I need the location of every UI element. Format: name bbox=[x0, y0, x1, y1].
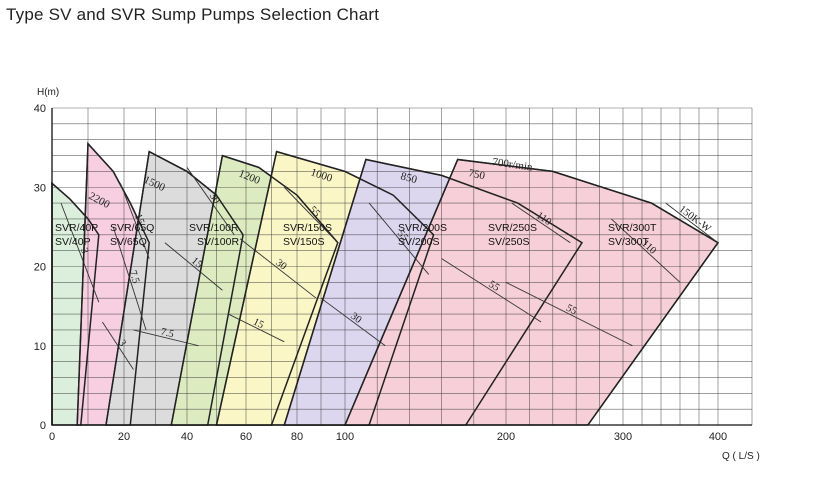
x-tick-label: 0 bbox=[49, 431, 55, 443]
iso-power-line bbox=[119, 183, 150, 259]
x-tick-label: 100 bbox=[336, 431, 354, 443]
iso-power-line bbox=[610, 218, 681, 283]
model-label: SV/150S bbox=[283, 236, 324, 248]
iso-power-line bbox=[441, 258, 542, 323]
x-tick-label: 80 bbox=[291, 431, 303, 443]
model-label: SVR/200S bbox=[398, 222, 447, 234]
iso-power-line bbox=[320, 297, 386, 347]
iso-power-line bbox=[505, 281, 633, 347]
model-label: SV/200S bbox=[398, 236, 439, 248]
region-outline bbox=[170, 154, 339, 426]
x-tick-label: 20 bbox=[118, 431, 130, 443]
x-tick-label: 40 bbox=[181, 431, 193, 443]
power-label: 7.5 bbox=[160, 327, 175, 341]
model-label: SV/250S bbox=[488, 236, 529, 248]
power-label: 30 bbox=[207, 191, 222, 206]
model-label: SVR/250S bbox=[488, 222, 537, 234]
chart-title: Type SV and SVR Sump Pumps Selection Cha… bbox=[6, 5, 380, 24]
y-tick-label: 30 bbox=[34, 182, 46, 194]
y-tick-label: 20 bbox=[34, 262, 46, 274]
iso-power-line bbox=[60, 202, 100, 303]
model-label: SV/300T bbox=[608, 236, 649, 248]
iso-power-line bbox=[164, 242, 223, 291]
y-tick-label: 40 bbox=[34, 103, 46, 115]
x-tick-label: 60 bbox=[240, 431, 252, 443]
model-label: SVR/300T bbox=[608, 222, 657, 234]
x-tick-label: 300 bbox=[614, 431, 632, 443]
power-label: 15 bbox=[132, 212, 146, 226]
y-tick-label: 0 bbox=[40, 420, 46, 432]
region-outline bbox=[105, 150, 244, 426]
region-outline bbox=[215, 150, 435, 426]
iso-power-line bbox=[511, 202, 571, 244]
speed-label: 750 bbox=[467, 167, 486, 182]
model-label: SVR/100R bbox=[189, 222, 239, 234]
model-label: SVR/65Q bbox=[110, 222, 154, 234]
top-speed-label: 700r/min bbox=[492, 156, 534, 174]
model-label: SVR/150S bbox=[283, 222, 332, 234]
iso-power-line bbox=[133, 329, 199, 347]
region-outline bbox=[344, 158, 720, 426]
iso-power-line bbox=[228, 313, 285, 343]
power-label: 3 bbox=[116, 338, 128, 348]
iso-power-line bbox=[186, 167, 235, 236]
power-label: 55 bbox=[564, 303, 578, 318]
region-outline bbox=[283, 158, 584, 426]
x-tick-label: 200 bbox=[497, 431, 515, 443]
power-label: 15 bbox=[251, 317, 265, 332]
iso-power-line bbox=[283, 186, 339, 244]
iso-power-line bbox=[665, 202, 719, 244]
iso-power-line bbox=[239, 238, 317, 299]
power-label: 7.5 bbox=[127, 269, 141, 285]
power-label: 3 bbox=[78, 247, 90, 256]
power-label: 55 bbox=[486, 279, 501, 294]
iso-power-line bbox=[368, 202, 430, 275]
speed-label: 850 bbox=[399, 170, 419, 186]
model-label: SV/65Q bbox=[110, 236, 147, 248]
x-axis-label: Q ( L/S ) bbox=[722, 451, 760, 462]
x-tick-label: 400 bbox=[709, 431, 727, 443]
y-tick-label: 10 bbox=[34, 341, 46, 353]
model-label: SV/100R bbox=[197, 236, 239, 248]
model-label: SVR/40P bbox=[55, 222, 98, 234]
model-label: SV/40P bbox=[55, 236, 91, 248]
y-axis-label: H(m) bbox=[37, 87, 59, 98]
